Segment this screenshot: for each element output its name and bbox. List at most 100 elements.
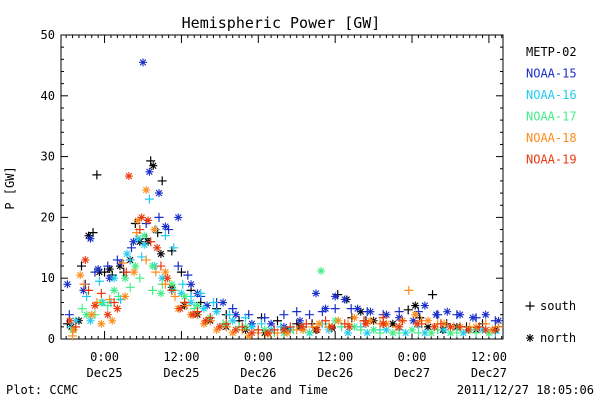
north-marker [343, 328, 352, 337]
south-marker [356, 325, 366, 335]
x-tick-label-time: 0:00 [244, 350, 273, 364]
north-marker [260, 325, 269, 334]
north-marker [65, 316, 74, 325]
north-marker [228, 328, 237, 337]
south-marker [305, 310, 315, 320]
north-marker [163, 274, 172, 283]
south-marker [308, 322, 318, 332]
north-marker [158, 274, 167, 283]
chart-title: Hemispheric Power [GW] [182, 14, 381, 32]
north-marker [411, 310, 420, 319]
north-marker [340, 295, 349, 304]
plot-area: 0 10 20 30 40 50 0:00 Dec25 12:00 Dec25 0:00 Dec26 1… [41, 28, 507, 380]
south-marker [176, 267, 186, 277]
south-marker [490, 325, 500, 335]
north-marker [131, 262, 140, 271]
north-marker [149, 161, 158, 170]
north-marker [215, 322, 224, 331]
north-marker [420, 328, 429, 337]
south-marker [84, 285, 94, 295]
north-marker [174, 213, 183, 222]
y-tick-label: 40 [41, 89, 55, 103]
y-tick-label: 0 [48, 332, 55, 346]
south-marker [321, 316, 331, 326]
south-marker [285, 322, 295, 332]
south-marker [125, 255, 135, 265]
plot-frame [60, 34, 504, 340]
south-marker [205, 313, 215, 323]
marker-legend-north: north [540, 331, 576, 345]
south-marker [68, 331, 78, 341]
north-marker [105, 274, 114, 283]
south-marker [237, 322, 247, 332]
north-marker [115, 262, 124, 271]
south-marker [192, 307, 202, 317]
north-marker [231, 325, 240, 334]
south-marker [71, 322, 81, 332]
north-marker [456, 310, 465, 319]
south-marker [135, 273, 145, 283]
north-marker [267, 319, 276, 328]
north-marker [82, 310, 91, 319]
north-marker [409, 316, 418, 325]
south-marker [403, 305, 413, 315]
north-marker [443, 307, 452, 316]
north-marker [103, 310, 112, 319]
south-marker [151, 267, 161, 277]
north-marker [133, 216, 142, 225]
north-marker [76, 271, 85, 280]
x-tick-label-time: 0:00 [90, 350, 119, 364]
north-marker [110, 286, 119, 295]
y-tick-label: 20 [41, 210, 55, 224]
north-marker [350, 322, 359, 331]
north-marker [199, 319, 208, 328]
north-marker [130, 268, 139, 277]
north-marker [219, 298, 228, 307]
north-marker [424, 322, 433, 331]
south-marker [169, 243, 179, 253]
north-marker [155, 189, 164, 198]
south-marker [82, 291, 92, 301]
north-marker [321, 304, 330, 313]
x-tick-label-date: Dec27 [394, 366, 430, 380]
south-marker [109, 298, 119, 308]
south-marker [292, 307, 302, 317]
north-marker [142, 186, 151, 195]
north-marker [187, 298, 196, 307]
legend: METP-02 NOAA-15 NOAA-16 NOAA-17 NOAA-18 NOAA-… [525, 45, 577, 345]
north-marker [121, 292, 130, 301]
south-marker [208, 298, 218, 308]
x-tick-label-date: Dec25 [163, 366, 199, 380]
north-marker [135, 237, 144, 246]
north-marker [331, 292, 340, 301]
south-marker [96, 288, 106, 298]
north-marker [388, 319, 397, 328]
south-marker [253, 325, 263, 335]
south-marker [397, 316, 407, 326]
north-marker [177, 289, 186, 298]
north-marker [446, 322, 455, 331]
south-marker [141, 255, 151, 265]
north-marker [356, 307, 365, 316]
north-marker [176, 304, 185, 313]
north-marker [201, 316, 210, 325]
x-axis-label: Date and Time [234, 383, 328, 397]
north-marker [161, 222, 170, 231]
south-marker [525, 301, 535, 311]
south-marker [305, 328, 315, 338]
south-marker [170, 291, 180, 301]
north-marker [199, 304, 208, 313]
south-marker [160, 279, 170, 289]
plot-credit: Plot: CCMC [6, 383, 78, 397]
south-marker [117, 258, 127, 268]
north-marker [401, 328, 410, 337]
north-marker [353, 304, 362, 313]
north-marker [167, 280, 176, 289]
south-marker [154, 212, 164, 222]
north-marker [122, 249, 131, 258]
south-marker [160, 231, 170, 241]
north-marker [180, 292, 189, 301]
north-marker [388, 328, 397, 337]
south-marker [301, 319, 311, 329]
